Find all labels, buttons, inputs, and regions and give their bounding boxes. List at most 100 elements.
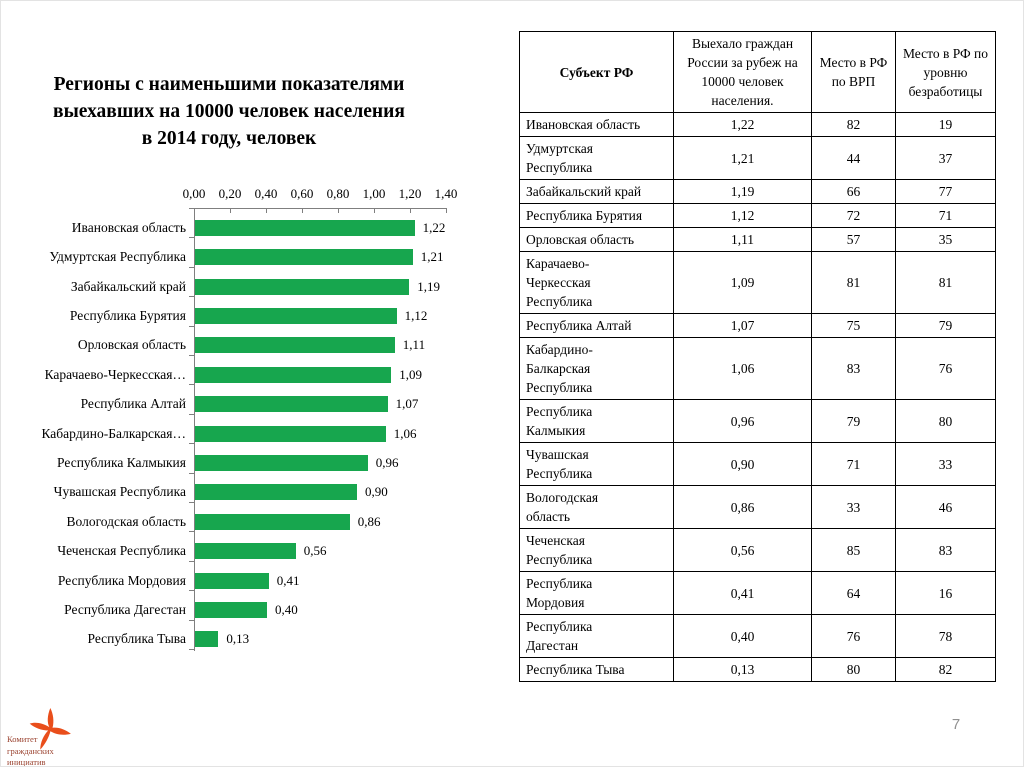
table-cell-outflow: 1,12 [673,203,812,228]
table-cell-unemployment-rank: 80 [895,399,996,443]
table-cell-vrp-rank: 75 [811,313,896,338]
bar-value-label: 0,41 [276,572,300,588]
x-axis-tick-mark [410,208,411,213]
bar [195,396,388,413]
table-cell-vrp-rank: 81 [811,251,896,314]
table-cell-unemployment-rank: 78 [895,614,996,658]
table-cell-region: Вологодская область [519,485,674,529]
bar [195,572,269,589]
x-axis-tick-label: 1,40 [434,186,458,201]
bar-category-label: Вологодская область [66,513,186,529]
table-body: Ивановская область 1,22 82 19 Удмуртская Рес… [519,112,996,682]
table-row: Республика Дагестан 0,40 76 78 [519,614,996,658]
bar [195,366,392,383]
table-cell-vrp-rank: 80 [811,657,896,682]
x-axis-tick-label: 0,60 [290,186,314,201]
x-axis-tick-mark [338,208,339,213]
table-cell-region: Республика Бурятия [519,203,674,228]
y-axis-tick-mark [189,619,194,621]
logo-org-name: Комитет гражданских инициатив [7,734,54,767]
x-axis-line [194,208,447,209]
bar-value-label: 0,56 [303,543,327,559]
y-axis-tick-mark [189,443,194,445]
table-cell-unemployment-rank: 33 [895,442,996,486]
bar-value-label: 1,19 [417,278,440,294]
table-cell-outflow: 1,21 [673,136,812,180]
x-axis-tick-label: 0,20 [218,186,242,201]
table-cell-region: Республика Дагестан [519,614,674,658]
bar [195,631,219,648]
bar [195,425,386,442]
bar-value-label: 0,86 [357,513,381,529]
table-cell-unemployment-rank: 83 [895,528,996,572]
x-axis-tick-mark [374,208,375,213]
table-row: Забайкальский край 1,19 66 77 [519,179,996,204]
bar-value-label: 0,96 [375,454,399,470]
table-cell-outflow: 1,22 [673,112,812,137]
table-cell-vrp-rank: 64 [811,571,896,615]
table-header-cell: Выехало граждан России за рубеж на 10000… [673,31,812,113]
y-axis-tick-mark [189,208,194,209]
table-cell-vrp-rank: 72 [811,203,896,228]
y-axis-tick-mark [189,560,194,562]
bar-value-label: 0,13 [226,631,250,647]
table-cell-unemployment-rank: 19 [895,112,996,137]
y-axis-tick-mark [189,325,194,327]
bar-category-label: Ивановская область [71,219,186,235]
x-axis-tick-mark [446,208,447,213]
x-axis-tick-mark [194,208,195,213]
bar-category-label: Карачаево-Черкесская… [44,366,186,382]
bar-value-label: 1,09 [399,366,422,382]
y-axis-tick-mark [189,590,194,592]
table-row: Республика Калмыкия 0,96 79 80 [519,399,996,443]
table-cell-outflow: 1,19 [673,179,812,204]
kgi-logo: Комитет гражданских инициатив [5,704,115,766]
table-cell-unemployment-rank: 35 [895,227,996,252]
bar-chart: 0,00 0,20 0,40 0,60 0,80 1,00 1,20 1,40 Ивановск… [9,186,479,666]
bar-category-label: Чувашская Республика [53,484,186,500]
table-cell-vrp-rank: 66 [811,179,896,204]
bar [195,454,368,471]
table-cell-region: Чувашская Республика [519,442,674,486]
bar [195,337,395,354]
table-cell-region: Чеченская Республика [519,528,674,572]
table-row: Удмуртская Республика 1,21 44 37 [519,136,996,180]
table-cell-outflow: 0,56 [673,528,812,572]
table-row: Республика Мордовия 0,41 64 16 [519,571,996,615]
y-axis-tick-mark [189,649,194,650]
y-axis-tick-mark [189,266,194,268]
table-header: Субъект РФ Выехало граждан России за рубе… [519,31,996,113]
bar-value-label: 1,21 [420,249,444,265]
y-axis-tick-mark [189,472,194,474]
table-cell-region: Республика Алтай [519,313,674,338]
table-cell-vrp-rank: 85 [811,528,896,572]
y-axis-tick-mark [189,355,194,356]
bar-value-label: 1,07 [395,396,419,412]
x-axis-tick-mark [230,208,231,213]
table-row: Ивановская область 1,22 82 19 [519,112,996,137]
table-cell-unemployment-rank: 46 [895,485,996,529]
table-cell-region: Ивановская область [519,112,674,137]
y-axis-tick-mark [189,502,194,503]
table-cell-unemployment-rank: 81 [895,251,996,314]
table-cell-unemployment-rank: 37 [895,136,996,180]
y-axis-tick-mark [189,531,194,533]
x-axis-tick-label: 0,40 [254,186,278,201]
bar-value-label: 1,06 [393,425,417,441]
table-row: Чувашская Республика 0,90 71 33 [519,442,996,486]
table-cell-region: Забайкальский край [519,179,674,204]
bar-category-label: Удмуртская Республика [49,249,186,265]
bar [195,249,413,266]
bar-category-label: Республика Калмыкия [57,454,186,470]
x-axis-tick-label: 0,00 [182,186,206,201]
table-row: Республика Алтай 1,07 75 79 [519,313,996,338]
table-cell-outflow: 0,86 [673,485,812,529]
bar-category-label: Кабардино-Балкарская… [41,425,186,441]
table-cell-vrp-rank: 82 [811,112,896,137]
table-header-cell: Субъект РФ [519,31,674,113]
table-cell-region: Орловская область [519,227,674,252]
bar-category-label: Республика Алтай [80,396,186,412]
table-cell-unemployment-rank: 76 [895,337,996,400]
table-cell-outflow: 0,40 [673,614,812,658]
table-cell-vrp-rank: 57 [811,227,896,252]
